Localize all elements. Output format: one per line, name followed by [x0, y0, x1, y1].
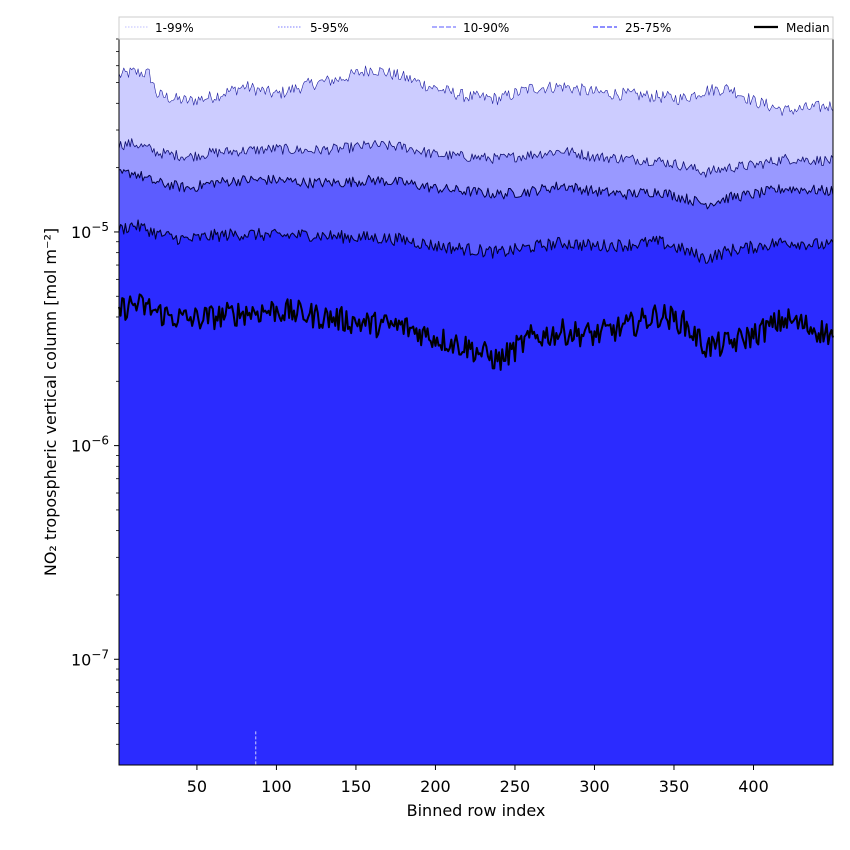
y-tick-label: 10−7 — [71, 647, 109, 669]
line-p99 — [118, 65, 834, 116]
legend-label: 25-75% — [625, 21, 671, 35]
x-tick-label: 100 — [261, 777, 292, 796]
legend-label: 5-95% — [310, 21, 349, 35]
x-tick-label: 250 — [500, 777, 531, 796]
legend: 1-99% 5-95% 10-90% 25-75% Median — [118, 16, 834, 40]
line-p90 — [118, 169, 834, 210]
legend-label: 10-90% — [463, 21, 509, 35]
x-axis-label: Binned row index — [407, 801, 546, 820]
legend-box — [118, 16, 834, 40]
y-tick-label: 10−6 — [71, 434, 109, 456]
x-tick-label: 200 — [420, 777, 451, 796]
x-tick-label: 300 — [579, 777, 610, 796]
line-p75 — [118, 219, 834, 264]
line-p95 — [118, 138, 834, 178]
x-tick-label: 150 — [341, 777, 372, 796]
x-tick-label: 400 — [738, 777, 769, 796]
x-tick-label: 350 — [659, 777, 690, 796]
percentile-bands — [119, 65, 833, 766]
y-tick-label: 10−5 — [71, 220, 109, 242]
x-tick-label: 50 — [187, 777, 207, 796]
percentile-lines — [118, 65, 834, 371]
y-axis: 10−7 10−6 10−5 — [71, 38, 119, 745]
band-25-75 — [119, 220, 833, 765]
legend-label: 1-99% — [155, 21, 194, 35]
y-axis-label: NO₂ tropospheric vertical column [mol m⁻… — [41, 228, 60, 576]
median-line — [118, 293, 834, 371]
x-axis: 50 100 150 200 250 300 350 400 — [187, 765, 769, 796]
legend-label: Median — [786, 21, 830, 35]
